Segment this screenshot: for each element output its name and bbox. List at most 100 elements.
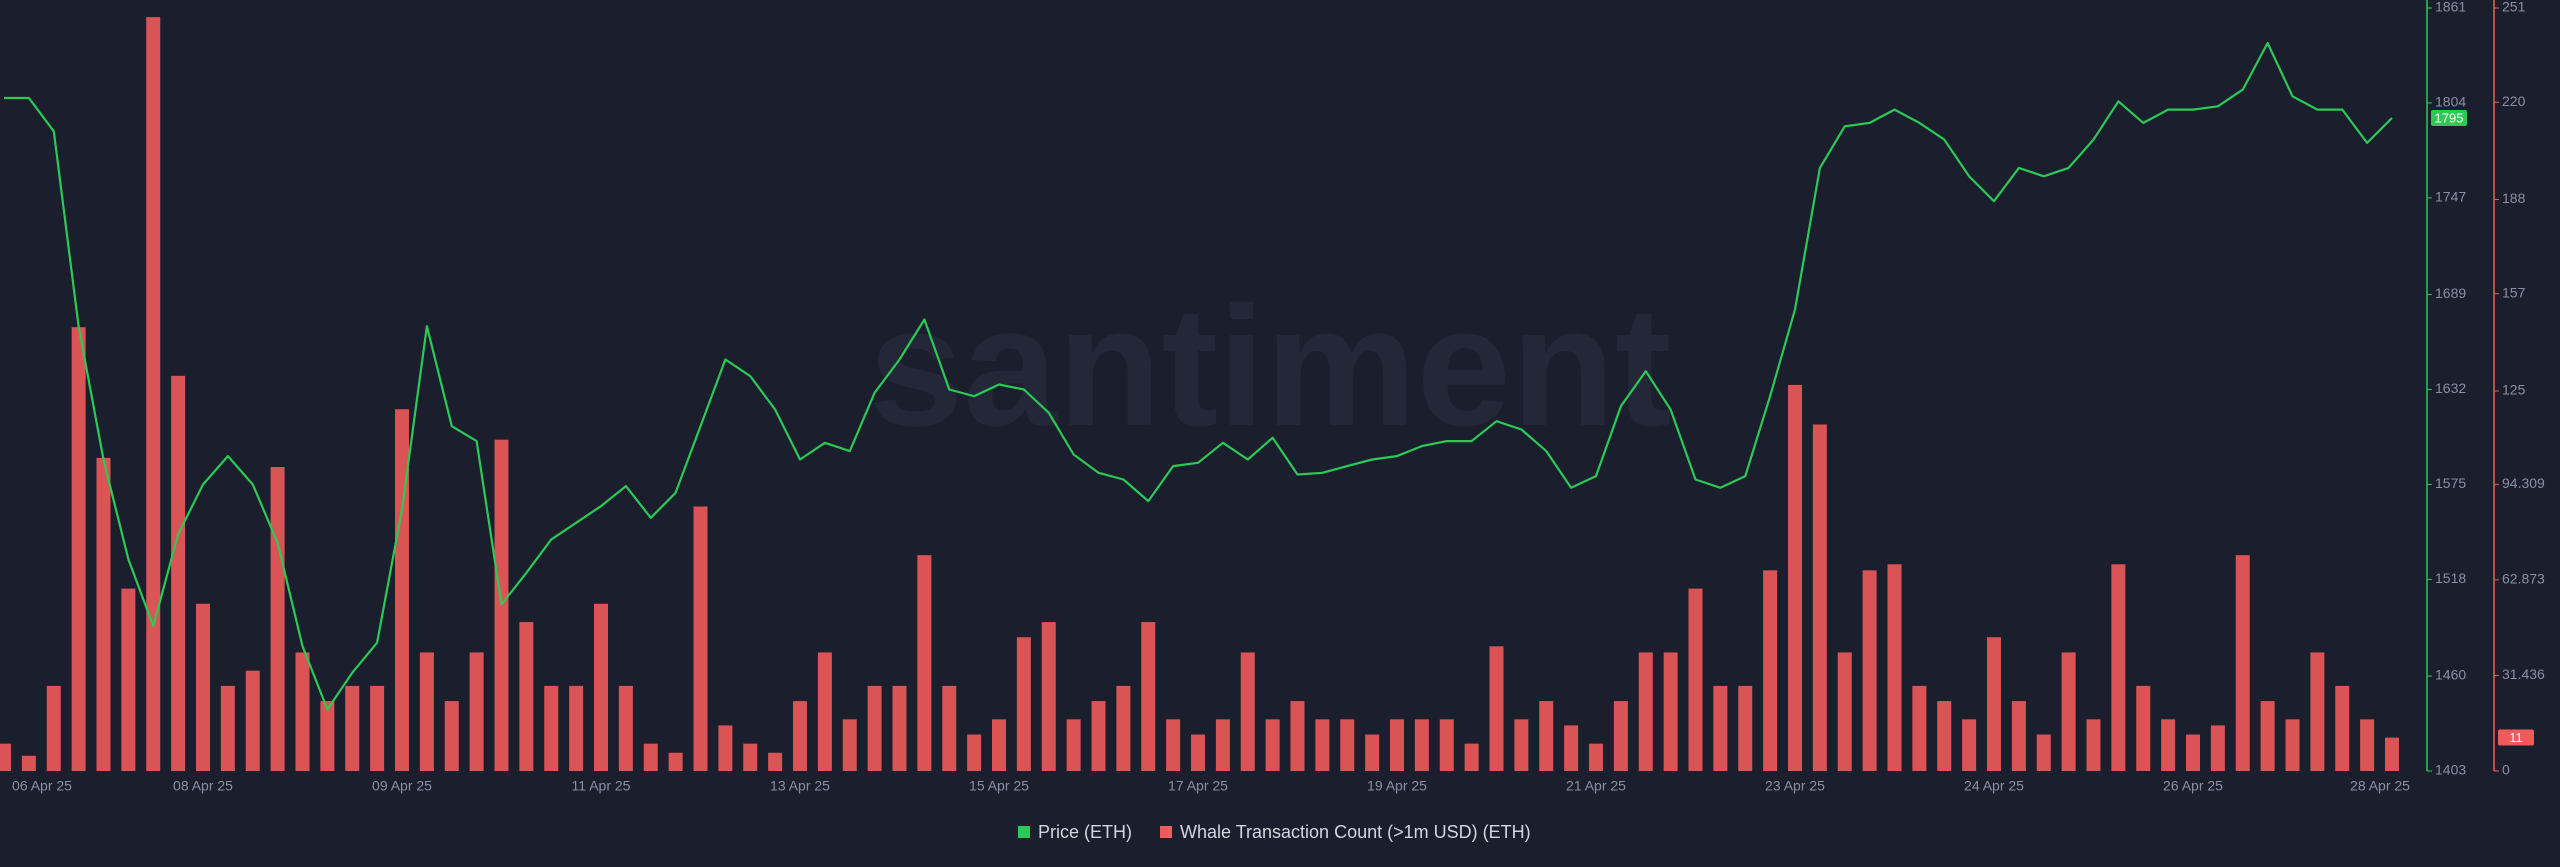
bar xyxy=(2161,719,2176,771)
bar xyxy=(1663,652,1678,771)
bar xyxy=(1788,384,1802,771)
bar xyxy=(2260,701,2275,771)
bar xyxy=(1016,637,1031,771)
bar xyxy=(2036,734,2051,771)
bar xyxy=(21,755,36,771)
bar xyxy=(992,719,1006,771)
bar xyxy=(1862,570,1877,771)
bar xyxy=(1265,719,1280,771)
y2-tick-label: 188 xyxy=(2502,190,2526,206)
bar xyxy=(1290,701,1305,771)
bar xyxy=(1464,743,1479,771)
bar xyxy=(942,685,957,771)
bar xyxy=(1041,622,1056,771)
bar xyxy=(320,701,335,771)
bar xyxy=(270,467,285,771)
legend-label: Whale Transaction Count (>1m USD) (ETH) xyxy=(1180,822,1531,842)
last-value-label: 1795 xyxy=(2435,110,2464,125)
x-tick-label: 24 Apr 25 xyxy=(1964,778,2024,794)
bar xyxy=(370,685,385,771)
bar xyxy=(1166,719,1181,771)
bar xyxy=(768,752,783,771)
bar xyxy=(1937,701,1952,771)
bar xyxy=(2335,685,2350,771)
last-value-badge xyxy=(2498,729,2534,746)
bar xyxy=(121,588,136,771)
legend-marker xyxy=(1018,826,1030,838)
y2-tick-label: 62.873 xyxy=(2502,571,2545,587)
bar xyxy=(171,375,186,771)
bar xyxy=(743,743,758,771)
bar xyxy=(1191,734,1205,771)
last-value-label: 11 xyxy=(2509,730,2523,745)
x-tick-label: 15 Apr 25 xyxy=(969,778,1029,794)
bar xyxy=(1912,685,1927,771)
bar xyxy=(842,719,857,771)
last-value-badge xyxy=(2431,109,2467,126)
bar xyxy=(2385,737,2399,771)
bar xyxy=(693,506,708,771)
bar xyxy=(1514,719,1529,771)
x-tick-label: 17 Apr 25 xyxy=(1168,778,1228,794)
y-tick-label: 1403 xyxy=(2435,762,2466,778)
bar xyxy=(1837,652,1852,771)
bar xyxy=(917,555,932,771)
y2-tick-label: 0 xyxy=(2502,762,2510,778)
legend-marker xyxy=(1160,826,1172,838)
y2-tick-label: 31.436 xyxy=(2502,666,2545,682)
bar xyxy=(594,603,608,771)
bar xyxy=(2186,734,2200,771)
bar xyxy=(1987,637,2001,771)
y2-tick-label: 251 xyxy=(2502,0,2526,15)
bar xyxy=(1414,719,1429,771)
bar xyxy=(1240,652,1255,771)
bar xyxy=(643,743,658,771)
bar xyxy=(1713,685,1728,771)
x-tick-label: 06 Apr 25 xyxy=(12,778,72,794)
bar xyxy=(569,685,584,771)
bar xyxy=(2210,725,2225,771)
bar xyxy=(967,734,982,771)
bar xyxy=(1215,719,1230,771)
bar xyxy=(469,652,484,771)
bar xyxy=(2011,701,2026,771)
bar xyxy=(2111,564,2126,771)
x-tick-label: 09 Apr 25 xyxy=(372,778,432,794)
bar xyxy=(220,685,235,771)
bar xyxy=(1589,743,1603,771)
y2-tick-label: 94.309 xyxy=(2502,475,2545,491)
y2-tick-label: 157 xyxy=(2502,284,2526,300)
bar xyxy=(718,725,733,771)
x-tick-label: 26 Apr 25 xyxy=(2163,778,2223,794)
x-tick-label: 23 Apr 25 xyxy=(1765,778,1825,794)
bar xyxy=(817,652,832,771)
y-tick-label: 1518 xyxy=(2435,570,2466,586)
bar xyxy=(395,409,409,771)
bar xyxy=(1539,701,1554,771)
bar xyxy=(1066,719,1081,771)
y-tick-label: 1575 xyxy=(2435,475,2466,491)
bar xyxy=(345,685,360,771)
y2-tick-label: 220 xyxy=(2502,93,2526,109)
y-tick-label: 1632 xyxy=(2435,380,2466,396)
bar xyxy=(793,701,807,771)
bar xyxy=(1613,701,1628,771)
bar xyxy=(1962,719,1977,771)
bar xyxy=(146,17,161,772)
price-line xyxy=(4,41,2393,711)
y-tick-label: 1861 xyxy=(2435,0,2466,15)
legend-label: Price (ETH) xyxy=(1038,822,1132,842)
y-tick-label: 1804 xyxy=(2435,94,2466,110)
x-tick-label: 19 Apr 25 xyxy=(1367,778,1427,794)
bar xyxy=(1489,646,1504,771)
y-tick-label: 1460 xyxy=(2435,667,2466,683)
bar xyxy=(1141,622,1156,771)
x-tick-label: 28 Apr 25 xyxy=(2350,778,2410,794)
bar xyxy=(1390,719,1404,771)
x-tick-label: 21 Apr 25 xyxy=(1566,778,1626,794)
bar xyxy=(245,670,260,771)
bar xyxy=(867,685,882,771)
bar xyxy=(668,752,683,771)
bar xyxy=(1365,734,1380,771)
